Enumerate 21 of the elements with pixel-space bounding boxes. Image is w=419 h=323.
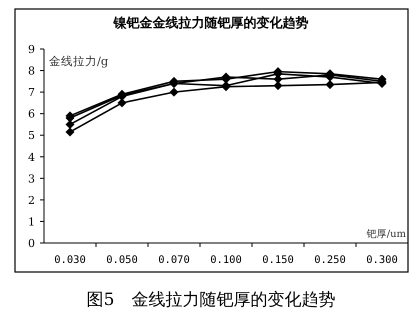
y-tick-label: 6 bbox=[28, 108, 35, 121]
x-tick-label: 0.030 bbox=[54, 254, 86, 266]
y-tick-label: 5 bbox=[28, 129, 35, 142]
x-axis-title: 钯厚/um bbox=[366, 229, 407, 240]
y-tick-label: 8 bbox=[28, 64, 35, 78]
y-tick-label: 1 bbox=[28, 215, 35, 228]
y-tick-label: 2 bbox=[28, 194, 35, 207]
caption: 图5 金线拉力随钯厚的变化趋势 bbox=[86, 290, 336, 310]
x-tick-label: 0.070 bbox=[158, 254, 190, 266]
x-tick-label: 0.250 bbox=[314, 254, 346, 266]
y-tick-label: 0 bbox=[28, 237, 35, 250]
x-tick-label: 0.050 bbox=[106, 254, 138, 266]
x-tick-label: 0.150 bbox=[262, 254, 294, 266]
y-tick-label: 3 bbox=[28, 172, 35, 186]
y-tick-label: 4 bbox=[28, 150, 35, 164]
chart-title: 镍钯金金线拉力随钯厚的变化趋势 bbox=[112, 15, 308, 31]
y-axis-title: 金线拉力/g bbox=[49, 54, 109, 68]
y-tick-label: 9 bbox=[28, 43, 35, 56]
x-tick-label: 0.100 bbox=[210, 254, 242, 266]
y-tick-label: 7 bbox=[28, 86, 35, 100]
x-tick-label: 0.300 bbox=[366, 254, 398, 266]
